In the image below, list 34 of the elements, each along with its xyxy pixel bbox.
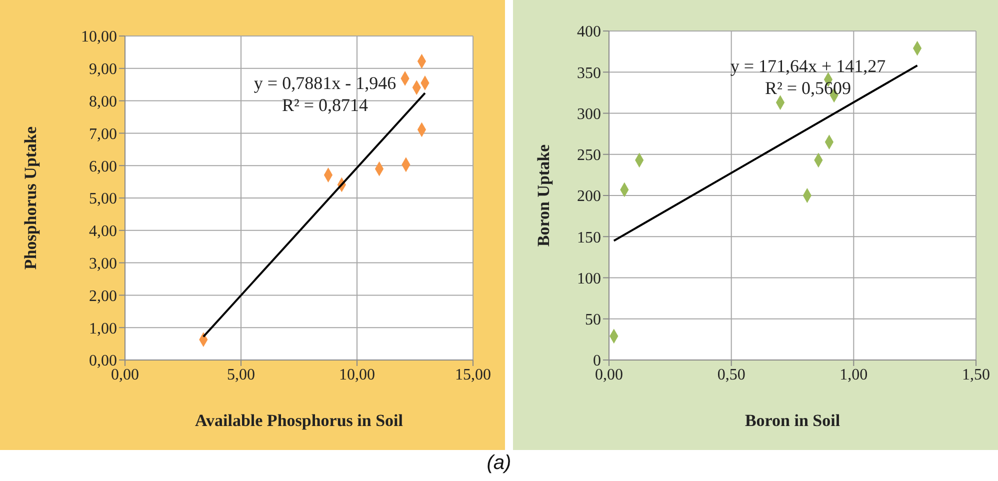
x-tick-label: 0,50: [717, 366, 746, 384]
y-tick-label: 5,00: [89, 190, 117, 208]
x-tick-label: 5,00: [227, 366, 255, 384]
y-tick-label: 350: [577, 64, 601, 82]
x-tick-label: 10,00: [339, 366, 375, 384]
annotation: R² = 0,8714: [280, 94, 370, 116]
x-tick-label: 15,00: [455, 366, 491, 384]
y-tick-label: 8,00: [89, 93, 117, 110]
y-tick-label: 300: [577, 106, 601, 123]
y-tick-label: 2,00: [89, 288, 117, 305]
y-tick-label: 250: [577, 147, 601, 164]
x-axis-title: Available Phosphorus in Soil: [195, 411, 404, 430]
x-tick-label: 1,50: [962, 366, 990, 384]
y-tick-label: 400: [577, 24, 601, 41]
y-tick-label: 6,00: [89, 158, 117, 176]
y-tick-label: 9,00: [89, 61, 117, 78]
y-tick-label: 50: [585, 312, 601, 329]
annotation: y = 0,7881x - 1,946: [252, 72, 398, 94]
x-axis-title: Boron in Soil: [744, 411, 840, 430]
x-tick-label: 1,00: [840, 366, 868, 384]
y-tick-label: 200: [577, 188, 601, 206]
y-tick-label: 150: [577, 229, 601, 246]
y-tick-label: 10,00: [81, 28, 117, 46]
y-tick-label: 7,00: [89, 126, 117, 143]
y-axis-title: Phosphorus Uptake: [21, 126, 40, 270]
y-tick-label: 100: [577, 270, 601, 288]
y-axis-title: Boron Uptake: [534, 144, 554, 247]
annotation: y = 171,64x + 141,27: [729, 55, 887, 77]
y-tick-label: 1,00: [89, 320, 117, 338]
y-tick-label: 3,00: [89, 255, 117, 272]
text: (a): [486, 452, 512, 475]
annotation: R² = 0,5609: [764, 77, 852, 99]
y-tick-label: 4,00: [89, 223, 117, 240]
y-tick-label: 0: [593, 352, 601, 370]
